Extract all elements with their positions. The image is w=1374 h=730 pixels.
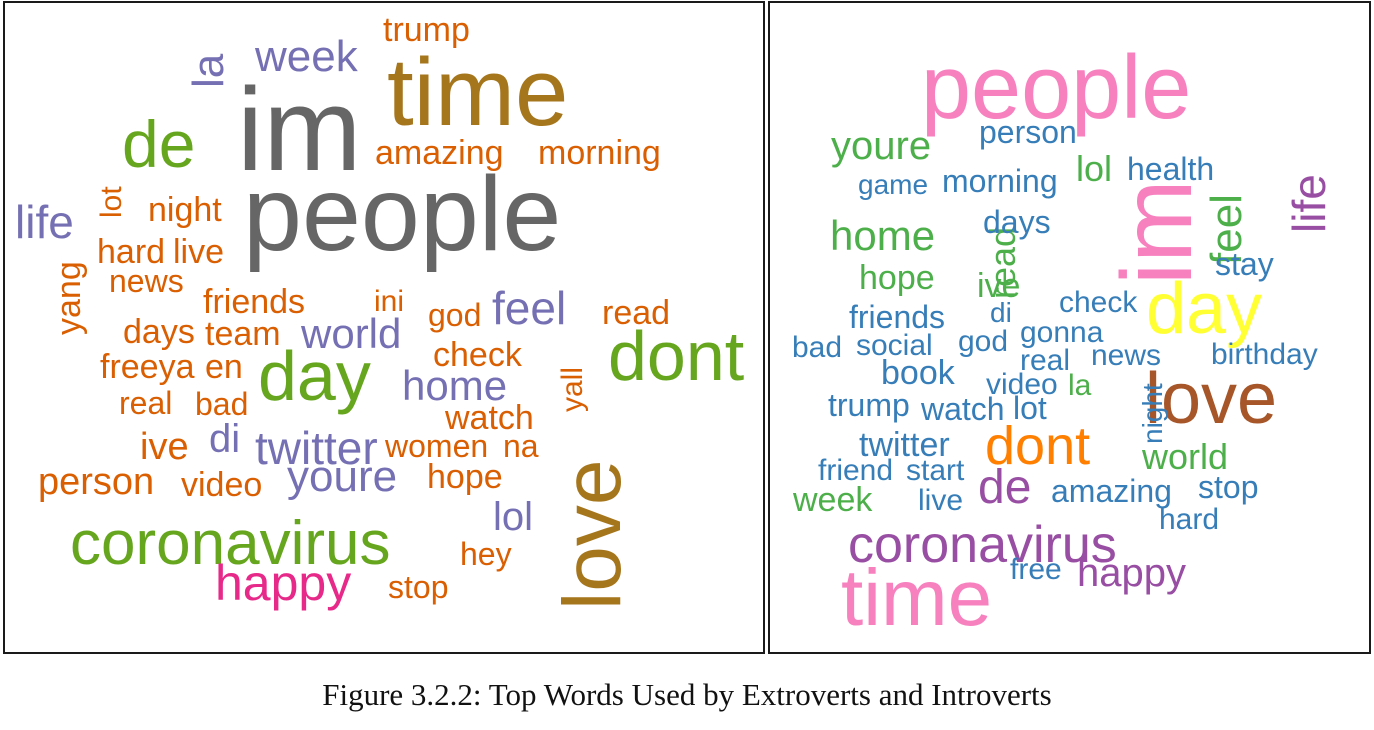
word-god: god (428, 297, 482, 333)
word-check: check (433, 336, 522, 374)
word-coronavirus: coronavirus (70, 509, 391, 578)
word-video: video (986, 368, 1058, 401)
word-people: people (243, 155, 562, 273)
word-news: news (109, 263, 184, 299)
word-amazing: amazing (1051, 473, 1172, 509)
word-youre: youre (831, 124, 932, 168)
word-di: di (990, 297, 1012, 328)
word-real: real (1020, 344, 1071, 377)
word-watch: watch (921, 391, 1005, 427)
word-people: people (921, 38, 1192, 138)
word-week: week (255, 32, 358, 81)
word-lot: lot (95, 186, 128, 218)
word-week: week (793, 481, 873, 519)
word-lol: lol (493, 495, 534, 539)
word-days: days (983, 204, 1051, 240)
word-free: free (1010, 553, 1062, 586)
word-team: team (205, 315, 281, 353)
word-day: day (258, 337, 371, 415)
word-god: god (958, 325, 1009, 358)
word-morning: morning (942, 163, 1058, 199)
word-im: im (237, 64, 362, 196)
figure-caption: Figure 3.2.2: Top Words Used by Extrover… (322, 677, 1052, 712)
word-twitter: twitter (255, 422, 378, 474)
word-social: social (856, 329, 933, 362)
word-time: time (841, 553, 993, 642)
word-news: news (1091, 339, 1162, 372)
word-amazing: amazing (375, 134, 504, 172)
word-stop: stop (388, 569, 449, 605)
word-days: days (123, 313, 195, 351)
word-home: home (830, 212, 936, 259)
word-watch: watch (445, 399, 534, 437)
word-di: di (209, 417, 241, 461)
word-hard: hard (97, 233, 166, 271)
word-feel: feel (492, 282, 567, 334)
word-bad: bad (792, 331, 843, 364)
word-love: love (1145, 359, 1278, 439)
word-day: day (1146, 269, 1263, 349)
word-game: game (858, 169, 929, 200)
word-gonna: gonna (1020, 316, 1104, 349)
word-live: live (918, 484, 964, 517)
word-yang: yang (50, 261, 88, 335)
word-check: check (1059, 286, 1138, 319)
word-yall: yall (556, 366, 589, 412)
word-life: life (15, 196, 74, 248)
word-trump: trump (383, 11, 470, 49)
word-person: person (979, 114, 1077, 150)
word-world: world (301, 310, 402, 357)
word-trump: trump (828, 387, 910, 423)
word-la: la (184, 53, 233, 88)
word-hard: hard (1159, 503, 1220, 536)
word-person: person (38, 461, 155, 503)
word-friends: friends (849, 299, 946, 335)
word-night: night (148, 191, 222, 229)
word-friend: friend (818, 454, 894, 487)
word-read: read (602, 294, 671, 332)
word-freeya: freeya (100, 348, 195, 386)
word-book: book (881, 354, 955, 392)
word-dont: dont (608, 317, 745, 395)
word-morning: morning (538, 134, 661, 172)
word-video: video (181, 466, 263, 504)
extroverts-wordcloud-panel: im people time love dont day de coronavirus happ… (3, 1, 765, 654)
word-youre: youre (287, 452, 398, 501)
word-ive: ive (140, 426, 189, 468)
word-love: love (547, 459, 638, 610)
word-coronavirus: coronavirus (848, 516, 1117, 574)
word-life: life (1283, 174, 1335, 233)
word-stay: stay (1215, 246, 1274, 282)
word-hope: hope (859, 259, 935, 297)
word-birthday: birthday (1211, 338, 1318, 371)
word-ive: ive (977, 267, 1021, 305)
word-ini: ini (374, 285, 405, 318)
word-lot: lot (1013, 390, 1047, 426)
word-la: la (1068, 369, 1092, 402)
word-de: de (122, 107, 196, 181)
word-bad: bad (195, 386, 249, 422)
word-health: health (1127, 151, 1215, 187)
word-hope: hope (427, 458, 503, 496)
word-twitter: twitter (859, 426, 950, 464)
word-home: home (402, 362, 508, 409)
word-world: world (1142, 436, 1229, 477)
word-de: de (978, 461, 1032, 514)
introverts-wordcloud-panel: people time im love day dont coronavirus happy d… (768, 1, 1371, 654)
word-time: time (387, 39, 569, 146)
word-live: live (173, 233, 225, 271)
word-women: women (385, 428, 489, 464)
word-hey: hey (460, 536, 512, 572)
word-friends: friends (203, 283, 306, 321)
word-happy: happy (215, 555, 352, 611)
word-stop: stop (1198, 469, 1259, 505)
word-lol: lol (1076, 148, 1113, 189)
word-happy: happy (1077, 551, 1186, 595)
word-na: na (503, 428, 539, 464)
word-start: start (906, 454, 965, 487)
word-en: en (205, 348, 243, 386)
word-night: night (1137, 383, 1168, 444)
word-real: real (119, 385, 173, 421)
word-dont: dont (985, 416, 1091, 476)
